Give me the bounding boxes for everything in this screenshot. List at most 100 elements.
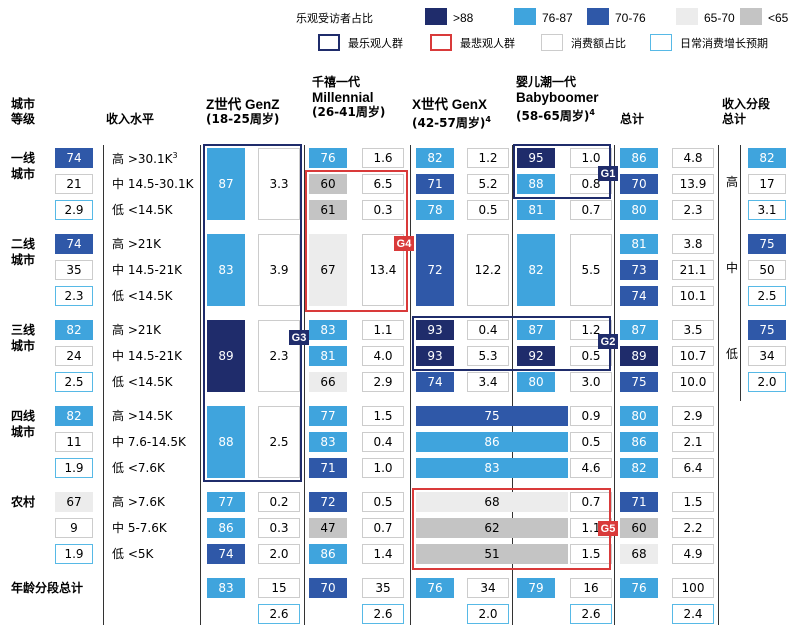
genx-boomer-share-cell: 0.7: [570, 492, 612, 512]
genx-value-cell: 72: [416, 234, 454, 306]
millennial-value-cell: 76: [309, 148, 347, 168]
boomer-share-cell: 0.5: [570, 346, 612, 366]
total-share-cell: 4.8: [672, 148, 714, 168]
millennial-share-cell: 1.1: [362, 320, 404, 340]
genz-value-cell: 88: [207, 406, 245, 478]
total-value-cell: 81: [620, 234, 658, 254]
genx-boomer-value-cell: 75: [416, 406, 568, 426]
total-share-cell: 2.3: [672, 200, 714, 220]
total-share-cell: 21.1: [672, 260, 714, 280]
header-genz-line: Z世代 GenZ: [206, 97, 280, 112]
total-share-cell: 13.9: [672, 174, 714, 194]
genz-share-cell: 2.5: [258, 406, 300, 478]
legend-outline-label-3: 消费额占比: [571, 37, 626, 50]
millennial-share-cell: 6.5: [362, 174, 404, 194]
total-value-cell: 71: [620, 492, 658, 512]
legend-label-4: 65-70: [704, 11, 735, 25]
genz-share-cell: 3.3: [258, 148, 300, 220]
legend-label-5: <65: [768, 11, 789, 25]
group-box-g3: [203, 144, 302, 482]
income-label: 低 <5K: [112, 547, 154, 561]
millennial-share-cell: 0.5: [362, 492, 404, 512]
share-cell: 82: [55, 320, 93, 340]
genx-value-cell: 71: [416, 174, 454, 194]
share-cell: 74: [55, 234, 93, 254]
legend-outline-2: [430, 34, 452, 51]
column-divider: [718, 145, 719, 625]
header-income-level: 收入水平: [106, 112, 154, 127]
total-share-cell: 3.5: [672, 320, 714, 340]
age-total-value-cell: 70: [309, 578, 347, 598]
income-label: 中 7.6-14.5K: [112, 435, 186, 449]
millennial-value-cell: 71: [309, 458, 347, 478]
header-income-total-line: 收入分段: [722, 97, 771, 111]
header-city-tier-line: 等级: [11, 112, 36, 126]
share-cell: 11: [55, 432, 93, 452]
header-babyboomer-line: Babyboomer: [516, 90, 599, 105]
income-total-divider: [740, 145, 741, 401]
millennial-share-cell: 0.4: [362, 432, 404, 452]
millennial-value-cell: 61: [309, 200, 347, 220]
millennial-share-cell: 1.6: [362, 148, 404, 168]
growth-share-cell: 1.9: [55, 544, 93, 564]
legend-label-1: >88: [453, 11, 474, 25]
millennial-value-cell: 66: [309, 372, 347, 392]
total-value-cell: 86: [620, 432, 658, 452]
column-divider: [200, 145, 201, 625]
group-tag-g2: G2: [598, 334, 618, 349]
income-label: 中 5-7.6K: [112, 521, 167, 535]
share-cell: 67: [55, 492, 93, 512]
millennial-value-cell: 67: [309, 234, 347, 306]
income-label: 低 <14.5K: [112, 375, 173, 389]
total-share-cell: 2.9: [672, 406, 714, 426]
header-genz-line: (18-25周岁): [206, 112, 280, 126]
income-total-value-cell: 75: [748, 234, 786, 254]
income-label: 低 <14.5K: [112, 203, 173, 217]
boomer-value-cell: 95: [517, 148, 555, 168]
genx-boomer-value-cell: 68: [416, 492, 568, 512]
income-label: 高 >21K: [112, 323, 162, 337]
legend-outline-label-2: 最悲观人群: [460, 37, 515, 50]
tier-name: 四线 城市: [11, 409, 36, 439]
income-total-value-cell: 82: [748, 148, 786, 168]
column-divider: [304, 145, 305, 625]
boomer-value-cell: 92: [517, 346, 555, 366]
total-share-cell: 3.8: [672, 234, 714, 254]
genz-share-cell: 2.0: [258, 544, 300, 564]
genz-value-cell: 89: [207, 320, 245, 392]
income-label: 低 <14.5K: [112, 289, 173, 303]
income-total-growth-cell: 3.1: [748, 200, 786, 220]
age-total-growth-cell: 2.6: [258, 604, 300, 624]
total-value-cell: 87: [620, 320, 658, 340]
age-total-share-cell: 35: [362, 578, 404, 598]
genx-share-cell: 12.2: [467, 234, 509, 306]
total-value-cell: 86: [620, 148, 658, 168]
income-label: 中 14.5-21K: [112, 349, 183, 363]
age-total-growth-cell: 2.6: [362, 604, 404, 624]
header-total: 总计: [620, 112, 644, 127]
column-divider: [512, 145, 513, 625]
share-cell: 9: [55, 518, 93, 538]
header-total-line: 总计: [620, 112, 645, 126]
millennial-value-cell: 47: [309, 518, 347, 538]
income-total-share-cell: 17: [748, 174, 786, 194]
genx-value-cell: 93: [416, 320, 454, 340]
boomer-share-cell: 0.7: [570, 200, 612, 220]
income-total-share-cell: 50: [748, 260, 786, 280]
millennial-share-cell: 0.7: [362, 518, 404, 538]
genx-value-cell: 82: [416, 148, 454, 168]
age-total-growth-cell: 2.4: [672, 604, 714, 624]
age-total-share-cell: 16: [570, 578, 612, 598]
total-share-cell: 10.1: [672, 286, 714, 306]
genx-share-cell: 3.4: [467, 372, 509, 392]
header-income-total-line: 总计: [722, 112, 747, 126]
footnote-marker: 4: [485, 115, 491, 124]
group-box-g1: [513, 144, 611, 199]
boomer-value-cell: 80: [517, 372, 555, 392]
share-cell: 74: [55, 148, 93, 168]
legend-label-3: 70-76: [615, 11, 646, 25]
legend-swatch-3: [587, 8, 609, 25]
group-tag-g1: G1: [598, 166, 618, 181]
income-label: 高 >7.6K: [112, 495, 165, 509]
header-income-total: 收入分段 总计: [722, 97, 770, 127]
